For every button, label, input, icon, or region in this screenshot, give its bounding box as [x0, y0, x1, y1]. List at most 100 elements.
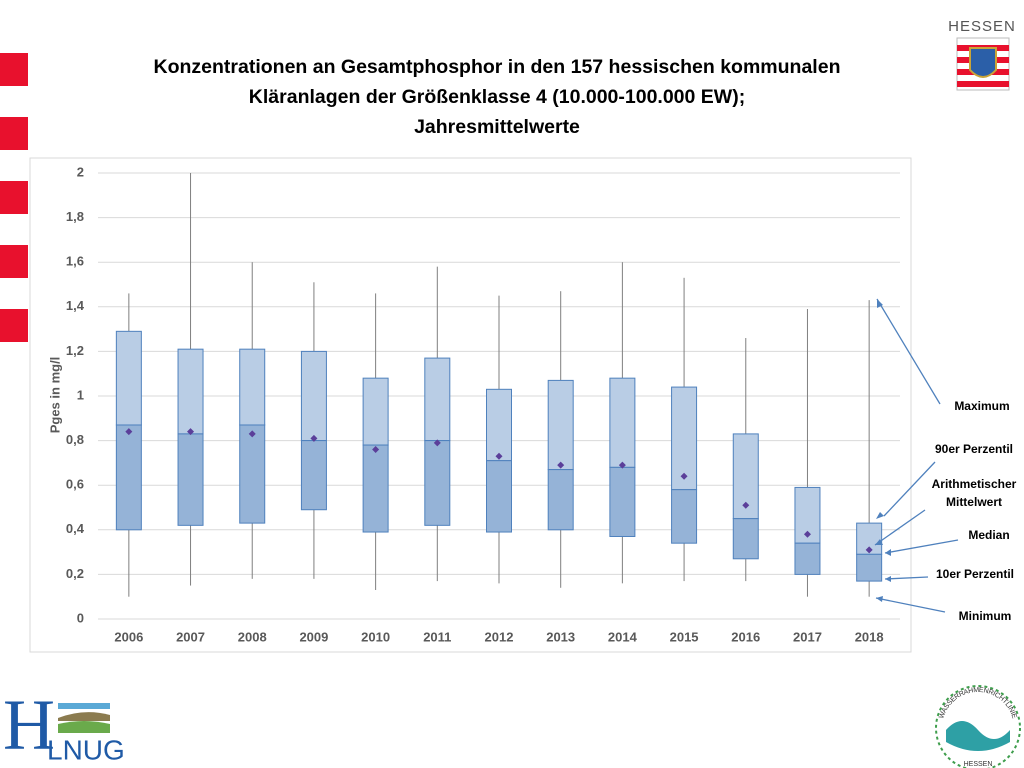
arrow-head [875, 539, 883, 545]
arrow-head [876, 596, 883, 602]
red-square [0, 117, 28, 150]
chart-title: Kläranlagen der Größenklasse 4 (10.000-1… [249, 86, 745, 108]
x-tick-label: 2016 [731, 629, 760, 644]
annotation: Median [968, 528, 1009, 542]
x-tick-label: 2006 [114, 629, 143, 644]
upper-box [362, 377, 389, 446]
y-tick-label: 0,8 [66, 432, 84, 447]
mean-marker [557, 461, 565, 469]
lower-box [794, 542, 821, 575]
logo-field [58, 721, 110, 733]
mean-marker [248, 430, 256, 438]
x-tick-label: 2007 [176, 629, 205, 644]
logo-text: HESSEN [948, 18, 1016, 35]
lower-box [177, 433, 204, 526]
x-tick-label: 2012 [485, 629, 514, 644]
mean-marker [680, 472, 688, 480]
arrow [884, 539, 959, 554]
lower-box [115, 424, 142, 531]
y-tick-label: 1,4 [66, 298, 85, 313]
x-tick-label: 2018 [855, 629, 884, 644]
upper-box [300, 350, 327, 442]
lower-box [486, 460, 512, 533]
chart-title: Konzentrationen an Gesamtphosphor in den… [154, 56, 841, 78]
mean-marker [310, 434, 318, 442]
annotation: Arithmetischer [932, 477, 1017, 491]
lower-box [239, 424, 266, 524]
upper-box [239, 348, 266, 426]
y-tick-label: 2 [77, 164, 84, 179]
lower-box [732, 518, 759, 560]
lower-box [424, 440, 451, 526]
mean-marker [618, 461, 626, 469]
mean-marker [372, 446, 380, 454]
arrow [874, 509, 926, 546]
y-tick-label: 0,2 [66, 566, 84, 581]
upper-box [547, 379, 574, 471]
logo-letter: H [3, 685, 55, 765]
annotation: Mittelwert [946, 495, 1002, 509]
mean-marker [433, 439, 441, 447]
mean-marker [803, 530, 811, 538]
lower-box [300, 440, 327, 511]
y-tick-label: 1,6 [66, 254, 84, 269]
x-tick-label: 2014 [608, 629, 638, 644]
logo-text: HESSEN [964, 761, 993, 768]
y-tick-label: 0 [77, 610, 84, 625]
y-tick-label: 1 [77, 387, 84, 402]
x-tick-label: 2015 [670, 629, 699, 644]
x-tick-label: 2011 [423, 629, 451, 644]
mean-marker [742, 501, 750, 509]
x-tick-label: 2013 [546, 629, 575, 644]
x-tick-label: 2010 [361, 629, 390, 644]
lower-box [362, 444, 389, 533]
side-marks [0, 53, 28, 342]
chart-title: Jahresmittelwerte [414, 116, 580, 138]
red-square [0, 181, 28, 214]
upper-box [115, 330, 142, 426]
logo-hill [58, 712, 110, 721]
mean-marker [187, 428, 195, 436]
mean-marker [495, 452, 503, 460]
plot: 0 0,2 0,4 0,6 0,8 1 1,2 1,4 1,6 1,8 2 2006 2007 2008 2… [66, 164, 900, 644]
mean-marker [125, 428, 133, 436]
arrow-head [885, 576, 891, 582]
wrrl-logo: WASSERRAHMENRICHTLINIE HESSEN [935, 685, 1021, 768]
arrow [875, 597, 946, 613]
y-axis-label: Pges in mg/l [47, 357, 62, 434]
arrow-head [877, 299, 883, 308]
lower-box [856, 553, 883, 582]
red-square [0, 53, 28, 86]
y-tick-label: 0,6 [66, 477, 84, 492]
lower-box [547, 469, 574, 531]
logo-stripe [957, 81, 1009, 87]
logo-stripe [58, 703, 110, 709]
hlnug-logo: H LNUG [3, 685, 125, 766]
upper-box [609, 377, 636, 468]
annotation: Minimum [959, 609, 1012, 623]
y-tick-label: 1,8 [66, 209, 84, 224]
logo-text: LNUG [47, 734, 125, 765]
x-tick-label: 2009 [299, 629, 328, 644]
upper-box [177, 348, 204, 435]
red-square [0, 309, 28, 342]
upper-box [486, 388, 512, 462]
annotation: 10er Perzentil [936, 567, 1014, 581]
red-square [0, 245, 28, 278]
annotation-arrows [874, 298, 959, 613]
hessen-logo: HESSEN [948, 18, 1016, 91]
mean-marker [865, 546, 873, 554]
arrow-head [885, 549, 891, 556]
chart-area [29, 157, 912, 653]
arrow [883, 461, 936, 517]
lower-box [671, 489, 698, 544]
x-tick-label: 2008 [238, 629, 267, 644]
upper-box [424, 357, 451, 442]
logo-crest [969, 47, 997, 78]
arrow [884, 576, 929, 580]
annotation: Maximum [954, 399, 1009, 413]
x-tick-label: 2017 [793, 629, 822, 644]
arrow-head [876, 512, 884, 519]
lower-box [609, 466, 636, 537]
